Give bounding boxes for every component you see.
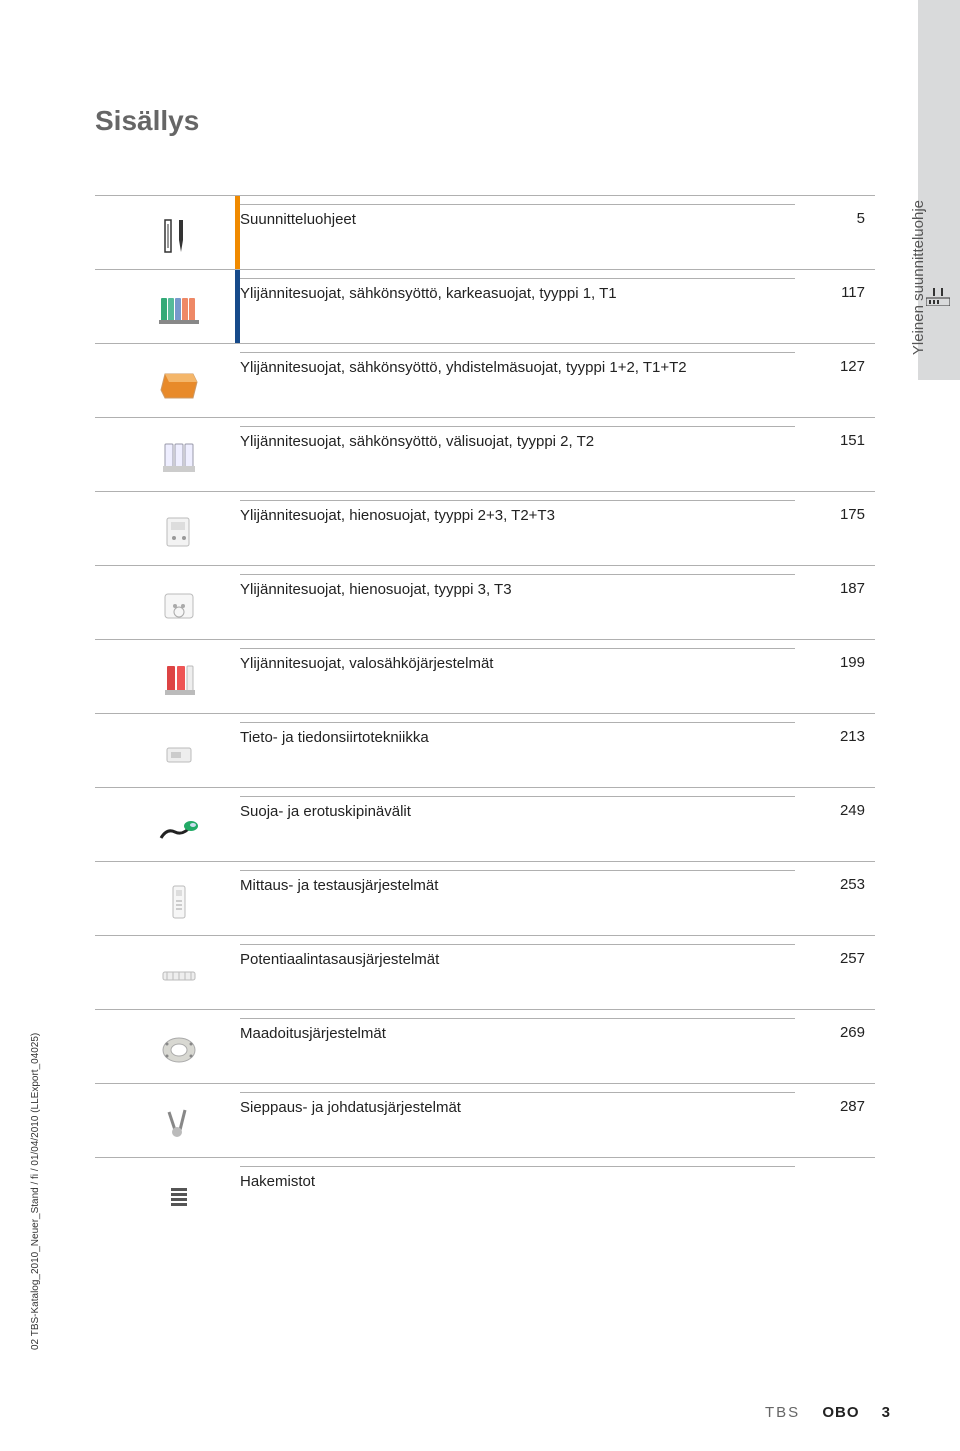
row-page: 175 — [840, 506, 865, 523]
toc-row: Mittaus- ja testausjärjestelmät 253 — [95, 861, 875, 935]
row-label: Hakemistot — [240, 1166, 795, 1224]
row-icon — [155, 288, 203, 332]
toc-row: Suunnitteluohjeet 5 — [95, 195, 875, 269]
toc-row: Ylijännitesuojat, hienosuojat, tyyppi 2+… — [95, 491, 875, 565]
row-label: Potentiaalintasausjärjestelmät — [240, 944, 795, 1002]
row-icon — [155, 436, 203, 480]
catalog-page: Yleinen suunnitteluohje 02 TBS-Katalog_2… — [0, 0, 960, 1451]
row-icon — [155, 658, 203, 702]
page-title: Sisällys — [95, 105, 199, 137]
row-label: Sieppaus- ja johdatusjärjestelmät — [240, 1092, 795, 1150]
row-label: Ylijännitesuojat, sähkönsyöttö, karkeasu… — [240, 278, 795, 336]
row-label: Ylijännitesuojat, sähkönsyöttö, välisuoj… — [240, 426, 795, 484]
row-label: Ylijännitesuojat, valosähköjärjestelmät — [240, 648, 795, 706]
side-tab-icon — [926, 288, 952, 308]
row-icon — [155, 584, 203, 628]
row-label: Suoja- ja erotuskipinävälit — [240, 796, 795, 854]
row-icon — [155, 214, 203, 258]
row-icon — [155, 1028, 203, 1072]
row-label: Ylijännitesuojat, hienosuojat, tyyppi 3,… — [240, 574, 795, 632]
toc-row: Potentiaalintasausjärjestelmät 257 — [95, 935, 875, 1009]
toc-row: Ylijännitesuojat, valosähköjärjestelmät … — [95, 639, 875, 713]
row-label: Ylijännitesuojat, hienosuojat, tyyppi 2+… — [240, 500, 795, 558]
toc-list: Suunnitteluohjeet 5 Ylijännitesuojat, sä… — [95, 195, 875, 1231]
row-label: Maadoitusjärjestelmät — [240, 1018, 795, 1076]
toc-row: Ylijännitesuojat, sähkönsyöttö, välisuoj… — [95, 417, 875, 491]
row-page: 249 — [840, 802, 865, 819]
row-icon — [155, 954, 203, 998]
row-icon — [155, 1102, 203, 1146]
toc-row: Suoja- ja erotuskipinävälit 249 — [95, 787, 875, 861]
row-page: 117 — [841, 284, 865, 301]
toc-row: Ylijännitesuojat, sähkönsyöttö, karkeasu… — [95, 269, 875, 343]
row-label: Suunnitteluohjeet — [240, 204, 795, 262]
row-icon — [155, 806, 203, 850]
toc-row: Ylijännitesuojat, sähkönsyöttö, yhdistel… — [95, 343, 875, 417]
row-page: 151 — [840, 432, 865, 449]
row-label: Tieto- ja tiedonsiirtotekniikka — [240, 722, 795, 780]
row-icon — [155, 510, 203, 554]
toc-row: Tieto- ja tiedonsiirtotekniikka 213 — [95, 713, 875, 787]
toc-row: Maadoitusjärjestelmät 269 — [95, 1009, 875, 1083]
row-page: 287 — [840, 1098, 865, 1115]
row-page: 269 — [840, 1024, 865, 1041]
row-label: Ylijännitesuojat, sähkönsyöttö, yhdistel… — [240, 352, 795, 410]
row-page: 199 — [840, 654, 865, 671]
footer-obo: OBO — [822, 1404, 859, 1421]
row-icon — [155, 362, 203, 406]
row-page: 257 — [840, 950, 865, 967]
row-page: 127 — [840, 358, 865, 375]
margin-build-text: 02 TBS-Katalog_2010_Neuer_Stand / fi / 0… — [30, 1033, 41, 1350]
row-page: 5 — [857, 210, 865, 227]
row-page: 253 — [840, 876, 865, 893]
row-icon — [155, 732, 203, 776]
row-page: 187 — [840, 580, 865, 597]
footer-page-number: 3 — [882, 1404, 890, 1421]
row-label: Mittaus- ja testausjärjestelmät — [240, 870, 795, 928]
row-page: 213 — [840, 728, 865, 745]
row-icon — [155, 1176, 203, 1220]
toc-row: Ylijännitesuojat, hienosuojat, tyyppi 3,… — [95, 565, 875, 639]
side-tab-label: Yleinen suunnitteluohje — [910, 200, 927, 355]
footer-tbs: TBS — [765, 1404, 800, 1421]
toc-row: Sieppaus- ja johdatusjärjestelmät 287 — [95, 1083, 875, 1157]
toc-row: Hakemistot — [95, 1157, 875, 1231]
row-icon — [155, 880, 203, 924]
page-footer: TBS OBO 3 — [765, 1404, 890, 1421]
